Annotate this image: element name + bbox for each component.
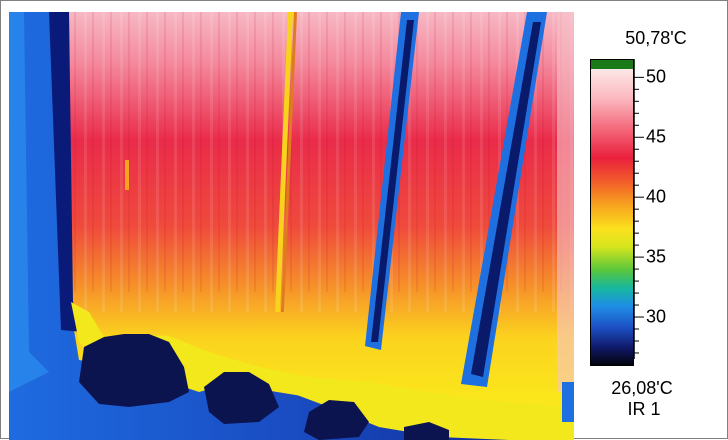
color-bar — [590, 59, 634, 366]
curtain-string-1-glow — [281, 12, 297, 312]
hot-spot — [125, 160, 129, 190]
temperature-scale: 50,78'C 26,08'C IR 1 50 45 40 35 30 — [576, 1, 728, 438]
right-edge-cold — [562, 382, 574, 422]
cold-pocket-2 — [204, 372, 279, 424]
sensor-label: IR 1 — [627, 399, 661, 419]
tick-label: 30 — [646, 306, 667, 327]
right-edge-glow — [557, 12, 574, 392]
color-bar-gradient — [591, 69, 633, 365]
thermal-picture — [9, 12, 574, 440]
thermal-image — [9, 12, 574, 440]
cold-pocket-4 — [404, 422, 449, 440]
curtain-hem — [71, 302, 574, 440]
curtain-string-1 — [275, 12, 293, 312]
window-gap-2-core — [471, 22, 541, 377]
tick-label: 40 — [646, 186, 667, 207]
window-frame-shadow — [49, 12, 83, 332]
window-frame-edge — [9, 12, 49, 392]
scale-min-label: 26,08'C — [611, 378, 673, 398]
cold-pocket-3 — [304, 400, 369, 440]
cold-pocket-1 — [79, 334, 189, 407]
tick-label: 45 — [646, 126, 667, 147]
window-gap-1-core — [371, 20, 414, 342]
scale-max-label: 50,78'C — [625, 28, 687, 48]
scale-ticks — [633, 59, 644, 359]
tick-label: 35 — [646, 246, 667, 267]
color-bar-overrange — [591, 60, 633, 69]
tick-label: 50 — [646, 66, 667, 87]
